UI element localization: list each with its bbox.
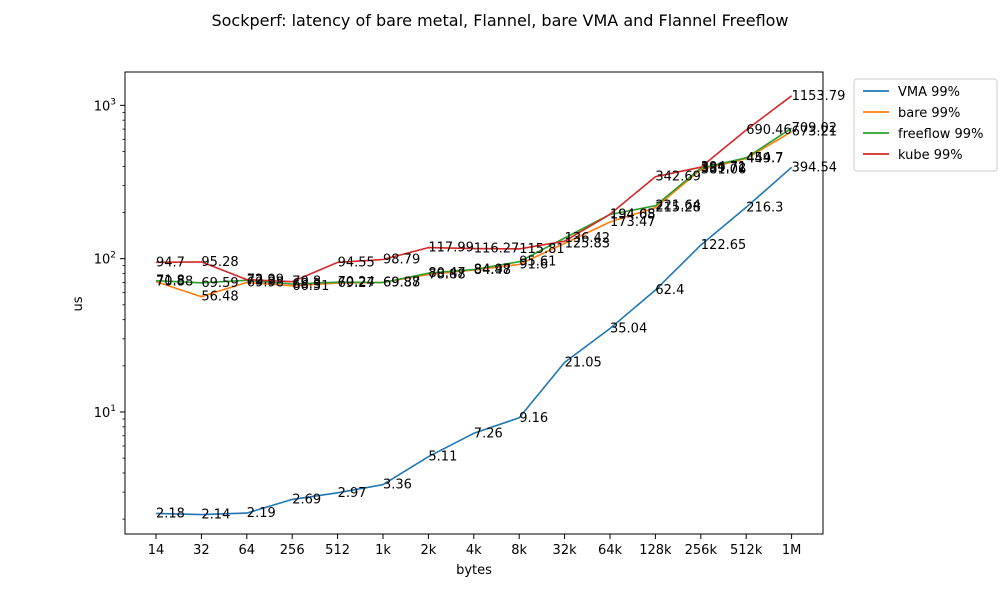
data-label: 673.21	[792, 125, 838, 140]
data-label: 70.8	[292, 275, 321, 290]
legend-entry: kube 99%	[898, 148, 963, 163]
data-label: 84.97	[474, 263, 511, 278]
data-label: 80.47	[428, 266, 465, 281]
data-label: 215.28	[655, 201, 701, 216]
data-label: 78.88	[428, 267, 465, 282]
data-label: 2.18	[156, 506, 185, 521]
x-tick-label: 4k	[466, 543, 482, 558]
x-axis-label: bytes	[456, 563, 492, 578]
data-label: 125.83	[565, 236, 611, 251]
data-label: 2.19	[247, 506, 276, 521]
data-label: 381.06	[701, 163, 747, 178]
y-tick-exponent: 2	[110, 251, 116, 261]
x-tick-label: 256	[280, 543, 305, 558]
data-label: 2.14	[201, 508, 230, 523]
legend-entry: freeflow 99%	[898, 127, 983, 142]
data-label: 2.97	[338, 486, 367, 501]
data-label: 72.99	[247, 273, 284, 288]
chart-title: Sockperf: latency of bare metal, Flannel…	[211, 11, 788, 30]
x-tick-label: 2k	[420, 543, 436, 558]
x-tick-label: 64	[239, 543, 256, 558]
data-label: 221.64	[655, 199, 701, 214]
legend-box	[853, 78, 998, 172]
data-label: 69.88	[383, 276, 420, 291]
x-tick-label: 256k	[685, 543, 718, 558]
data-label: 95.61	[519, 255, 556, 270]
data-label: 98.79	[383, 252, 420, 267]
y-tick-base: 10	[94, 406, 111, 421]
data-label: 454.7	[746, 151, 783, 166]
x-tick-label: 1M	[782, 543, 802, 558]
data-label: 5.11	[428, 450, 457, 465]
data-label: 9.16	[519, 411, 548, 426]
y-tick-label: 103	[94, 97, 116, 114]
data-label: 70.24	[338, 275, 375, 290]
data-label: 94.55	[338, 255, 375, 270]
data-label: 342.69	[655, 170, 701, 185]
data-label: 69.98	[247, 275, 284, 290]
data-label: 69.27	[338, 276, 375, 291]
y-tick-base: 10	[94, 253, 111, 268]
plot-area: 14 32 64 256 512 1k 2k 4k 8k 32k 64k 128k 256k 512k 1M…	[94, 71, 846, 558]
x-tick-label: 512k	[730, 543, 763, 558]
legend-entry: bare 99%	[898, 106, 960, 121]
data-label: 68.3	[292, 277, 321, 292]
x-tick-label: 8k	[511, 543, 527, 558]
x-tick-label: 1k	[375, 543, 391, 558]
legend-entry: VMA 99%	[898, 85, 960, 100]
y-tick-exponent: 1	[110, 404, 116, 414]
x-tick-label: 32	[193, 543, 210, 558]
data-label: 173.47	[610, 215, 656, 230]
data-label: 72.2	[247, 273, 276, 288]
data-label: 117.99	[428, 241, 474, 256]
data-label: 115.81	[519, 242, 565, 257]
data-label: 194.65	[610, 207, 656, 222]
data-label: 71.8	[156, 274, 185, 289]
data-label: 95.28	[201, 255, 238, 270]
x-tick-label: 512	[325, 543, 350, 558]
data-label: 1153.79	[792, 89, 846, 104]
data-label: 116.27	[474, 242, 520, 257]
data-label: 70.88	[156, 275, 193, 290]
series-line-4	[155, 95, 793, 283]
y-tick-exponent: 3	[110, 97, 116, 107]
data-label: 94.7	[156, 255, 185, 270]
data-label: 394.54	[792, 160, 838, 175]
data-label: 2.69	[292, 492, 321, 507]
data-label: 84.48	[474, 263, 511, 278]
data-label: 690.46	[746, 123, 792, 138]
data-label: 21.05	[565, 355, 602, 370]
data-label: 122.65	[701, 238, 747, 253]
y-tick-label: 101	[94, 404, 116, 421]
data-label: 216.3	[746, 200, 783, 215]
data-label: 35.04	[610, 321, 647, 336]
x-tick-label: 64k	[598, 543, 623, 558]
data-label: 389.72	[701, 161, 747, 176]
x-tick-label: 32k	[553, 543, 578, 558]
series-line-3	[155, 127, 793, 285]
data-label: 69.87	[383, 276, 420, 291]
data-label: 449.7	[746, 152, 783, 167]
x-tick-label: 128k	[639, 543, 672, 558]
data-label: 7.26	[474, 426, 503, 441]
data-label: 69.59	[201, 276, 238, 291]
data-label: 3.36	[383, 478, 412, 493]
y-tick-base: 10	[94, 99, 111, 114]
y-tick-label: 102	[94, 251, 116, 268]
data-label: 62.4	[655, 283, 684, 298]
data-label: 194.08	[610, 208, 656, 223]
data-label: 394.71	[701, 160, 747, 175]
x-tick-label: 14	[148, 543, 165, 558]
data-label: 56.48	[201, 290, 238, 305]
data-label: 66.51	[292, 279, 329, 294]
data-label: 91.6	[519, 258, 548, 273]
data-label: 709.02	[792, 121, 838, 136]
data-label: 136.42	[565, 231, 611, 246]
series-line-1	[155, 166, 793, 516]
legend: VMA 99% bare 99% freeflow 99% kube 99%	[853, 78, 998, 172]
y-axis-label: us	[71, 296, 86, 311]
